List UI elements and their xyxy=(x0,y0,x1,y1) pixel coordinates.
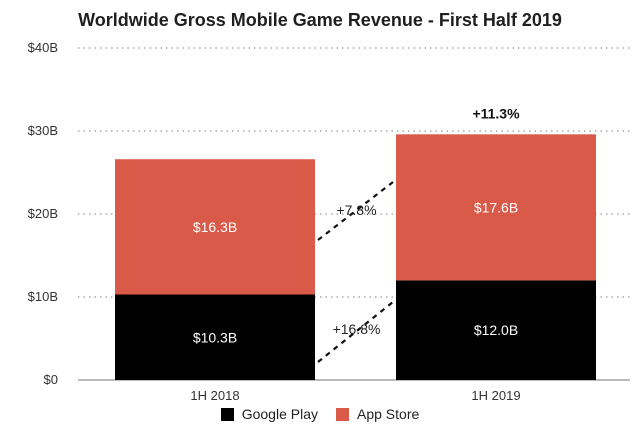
app-store-growth-label: +7.8% xyxy=(336,202,376,218)
bar-app-store-2019-label: $17.6B xyxy=(474,199,518,215)
google-play-growth-connector xyxy=(317,301,394,363)
bar-google-play-2018 xyxy=(115,294,315,380)
legend-item-google-play: Google Play xyxy=(220,406,318,422)
chart-title: Worldwide Gross Mobile Game Revenue - Fi… xyxy=(78,10,562,30)
x-tick-label: 1H 2019 xyxy=(471,388,520,403)
bar-google-play-2019-label: $12.0B xyxy=(474,322,518,338)
bar-google-play-2018-label: $10.3B xyxy=(193,329,237,345)
legend-label-app-store: App Store xyxy=(357,406,420,422)
bar-google-play-2019 xyxy=(396,280,596,380)
y-tick-label: $40B xyxy=(28,40,58,55)
y-axis: $0 $10B $20B $30B $40B 1H 2018 1H 2019 xyxy=(28,40,521,403)
bars: $10.3B $16.3B $12.0B $17.6B xyxy=(115,134,596,380)
y-tick-label: $20B xyxy=(28,206,58,221)
y-tick-label: $10B xyxy=(28,289,58,304)
legend-swatch-app-store xyxy=(336,407,349,421)
total-growth-label: +11.3% xyxy=(472,105,520,121)
legend: Google Play App Store xyxy=(0,406,640,422)
y-tick-label: $0 xyxy=(44,372,58,387)
x-tick-label: 1H 2018 xyxy=(190,388,239,403)
legend-swatch-google-play xyxy=(220,407,234,421)
bar-app-store-2019 xyxy=(396,134,596,281)
y-tick-label: $30B xyxy=(28,123,58,138)
bar-app-store-2018 xyxy=(115,159,315,295)
legend-label-google-play: Google Play xyxy=(241,406,318,422)
legend-item-app-store: App Store xyxy=(336,406,419,422)
google-play-growth-label: +16.8% xyxy=(333,321,381,337)
bar-app-store-2018-label: $16.3B xyxy=(193,219,237,235)
annotations: +16.8% +7.8% +11.3% xyxy=(317,105,520,363)
